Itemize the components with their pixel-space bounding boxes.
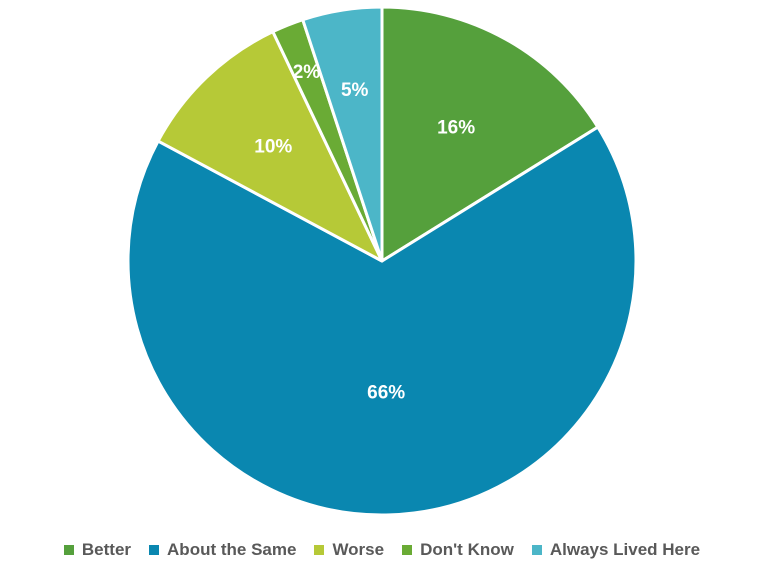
legend-swatch: [314, 545, 325, 555]
data-label-worse: 10%: [254, 137, 292, 158]
data-label-about-the-same: 66%: [367, 383, 405, 404]
pie-slice-labels: 16% 66% 10% 2% 5%: [254, 62, 475, 404]
legend-label: Worse: [332, 540, 385, 559]
pie-slice-about-the-same: [126, 125, 638, 517]
pie-slice-worse: [156, 30, 384, 263]
legend-item-about-the-same: About the Same: [149, 540, 296, 560]
legend-label: Don't Know: [420, 540, 514, 559]
legend-swatch: [63, 545, 74, 555]
legend-label: Always Lived Here: [549, 540, 701, 559]
pie-chart-svg: 16% 66% 10% 2% 5%: [126, 5, 638, 517]
legend-item-don-t-know: Don't Know: [402, 540, 514, 560]
legend-item-better: Better: [63, 540, 132, 560]
data-label-don-t-know: 2%: [293, 62, 321, 83]
legend-label: Better: [81, 540, 132, 559]
pie-slices: [126, 5, 638, 517]
pie-slice-better: [380, 5, 600, 263]
pie-slice-always-lived-here: [301, 5, 384, 263]
legend-swatch: [402, 545, 413, 555]
legend-item-worse: Worse: [314, 540, 384, 560]
legend-swatch: [149, 545, 160, 555]
chart-legend: Better About the Same Worse Don't Know Alway…: [0, 537, 764, 563]
legend-item-always-lived-here: Always Lived Here: [531, 540, 701, 560]
data-label-always-lived-here: 5%: [341, 80, 369, 101]
data-label-better: 16%: [437, 117, 475, 138]
legend-swatch: [531, 545, 542, 555]
legend-label: About the Same: [167, 540, 297, 559]
